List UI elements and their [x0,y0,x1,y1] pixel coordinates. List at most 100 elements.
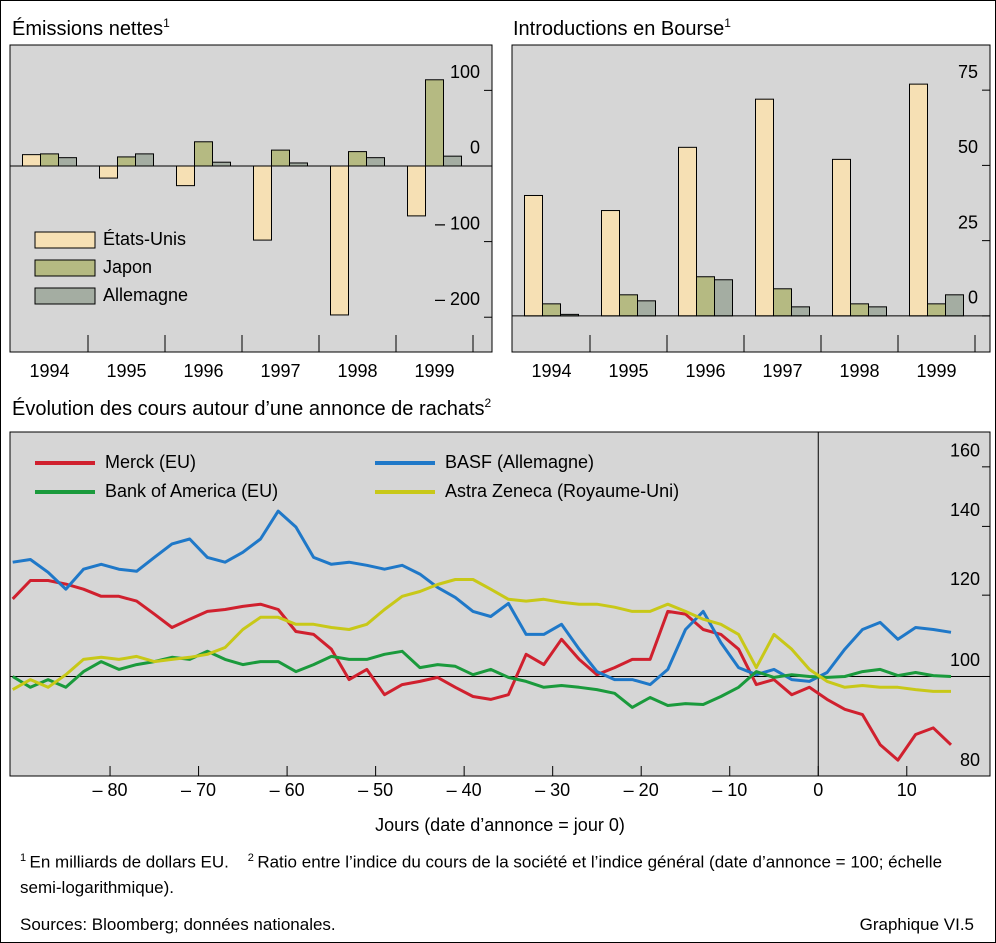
bar [425,79,444,167]
title-text: Évolution des cours autour d’une annonce… [12,397,485,420]
x-tick-label: 1994 [531,361,571,381]
bar [99,165,118,179]
bar [696,276,715,317]
note-marker: 2 [247,852,254,864]
bar [601,210,620,317]
bar [194,141,213,167]
bar [755,98,774,317]
legend-swatch [34,231,96,249]
y-tick-label: 25 [958,212,978,232]
series-line [11,578,951,693]
x-tick-label: 1995 [106,361,146,381]
bar [212,161,231,167]
figure-label: Graphique VI.5 [859,915,974,934]
bar [678,146,697,317]
y-tick-label: 80 [960,750,980,770]
legend-label: Allemagne [103,285,188,305]
legend-swatch [34,259,96,277]
y-tick-label: 100 [950,650,980,670]
bar [40,153,59,167]
note-marker: 1 [20,852,27,864]
x-tick-label: 10 [897,780,917,800]
title-note: 1 [724,16,731,30]
x-tick-label: 1994 [29,361,69,381]
bar [330,165,349,316]
series-line [12,509,952,687]
sources: Sources: Bloomberg; données nationales. [20,915,336,934]
bar [366,157,385,167]
bar [619,294,638,317]
series-line [11,649,952,709]
x-tick-label: – 20 [624,780,659,800]
chart-title: Évolution des cours autour d’une annonce… [12,396,492,420]
bar [773,288,792,317]
y-tick-label: 120 [950,569,980,589]
x-tick-label: – 60 [270,780,305,800]
y-tick-label: 50 [958,137,978,157]
legend-label: BASF (Allemagne) [445,452,594,472]
note-text: En milliards de dollars EU. [29,852,229,872]
bar [927,303,946,317]
y-tick-label: 140 [950,500,980,520]
plot-area [9,431,991,777]
y-tick-label: 160 [950,441,980,461]
bar [945,294,964,317]
footnotes: 1 En milliards de dollars EU. 2 Ratio en… [20,846,976,900]
y-tick-label: 0 [470,138,480,158]
bar [850,303,869,317]
y-tick-label: – 200 [435,289,480,309]
bar [542,303,561,317]
y-tick-label: – 100 [435,213,480,233]
legend-label: Japon [103,257,152,277]
bar [714,279,733,317]
legend-label: Merck (EU) [105,452,196,472]
y-tick-label: 0 [968,288,978,308]
chart-title: Émissions nettes1 [12,16,170,40]
x-tick-label: 0 [813,780,823,800]
bar [22,154,41,167]
x-tick-label: 1997 [260,361,300,381]
y-tick-label: 75 [958,62,978,82]
x-tick-label: 1998 [337,361,377,381]
bar [909,83,928,317]
bar [407,165,426,217]
x-tick-label: 1998 [839,361,879,381]
bar [637,300,656,317]
bar [253,165,272,241]
title-note: 2 [485,396,492,410]
title-note: 1 [163,16,170,30]
x-tick-label: 1999 [916,361,956,381]
legend-label: Astra Zeneca (Royaume-Uni) [445,481,679,501]
bar [832,158,851,317]
legend-label: États-Unis [103,229,186,249]
note-text: Ratio entre l’indice du cours de la soci… [20,852,943,897]
bar [524,194,543,317]
x-tick-label: 1997 [762,361,802,381]
x-tick-label: – 30 [535,780,570,800]
bar [135,153,154,167]
chart-title: Introductions en Bourse1 [513,16,731,40]
x-tick-label: 1996 [685,361,725,381]
x-tick-label: – 50 [358,780,393,800]
title-text: Émissions nettes [12,17,163,40]
bar [271,149,290,167]
bar [868,306,887,317]
x-tick-label: – 80 [93,780,128,800]
x-tick-label: – 70 [181,780,216,800]
bar [117,156,136,167]
x-tick-label: 1999 [414,361,454,381]
bar [348,151,367,167]
bar [791,306,810,317]
x-axis-label: Jours (date d’annonce = jour 0) [375,815,625,835]
bar [443,155,462,167]
title-text: Introductions en Bourse [513,18,724,40]
bar [176,165,195,187]
series-line [11,579,953,762]
y-tick-label: 100 [450,62,480,82]
x-tick-label: 1995 [608,361,648,381]
x-tick-label: – 40 [447,780,482,800]
x-tick-label: 1996 [183,361,223,381]
bar [58,157,77,167]
